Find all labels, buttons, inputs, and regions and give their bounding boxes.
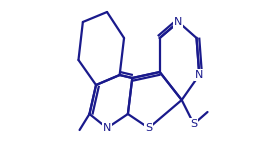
Text: S: S bbox=[190, 119, 197, 129]
Text: N: N bbox=[174, 17, 183, 27]
Text: N: N bbox=[103, 123, 111, 133]
Text: S: S bbox=[145, 123, 152, 133]
Text: N: N bbox=[195, 70, 204, 80]
